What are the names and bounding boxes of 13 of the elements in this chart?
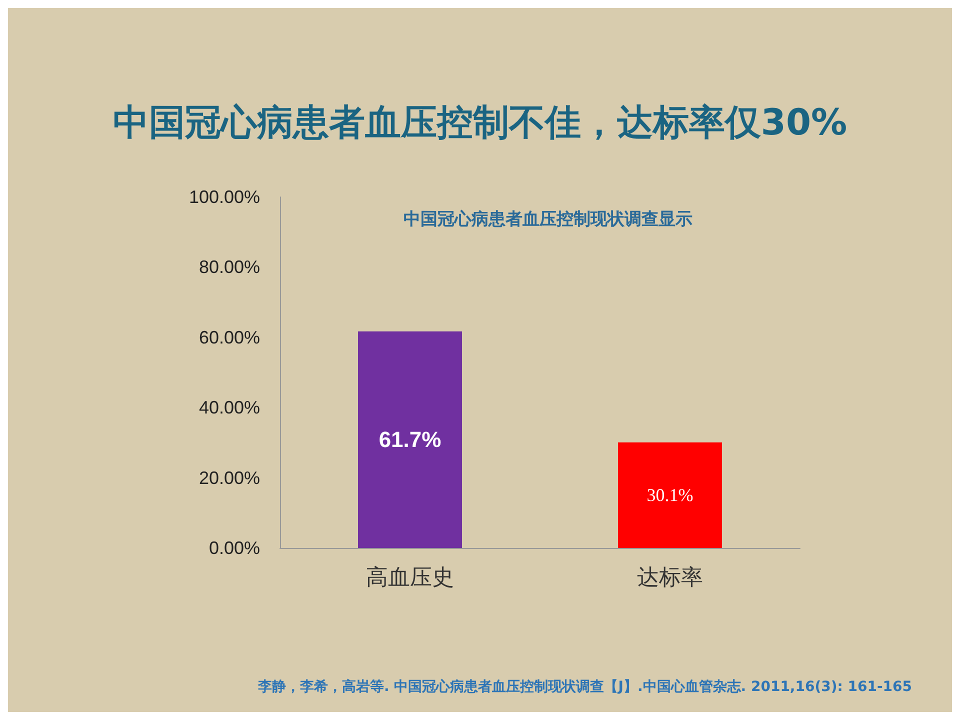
text: 中国冠心病患者血压控制现状调查显示 [404, 210, 692, 230]
y-tick-label: 80.00% [198, 257, 260, 278]
data-label: 30.1% [646, 485, 694, 506]
x-tick-label: 高血压史 [366, 564, 454, 590]
text: 李静，李希，高岩等. 中国冠心病患者血压控制现状调查【J】.中国心血管杂志. 2011,16(3): 161-165 [257, 678, 912, 695]
data-label: 61.7% [378, 427, 442, 452]
y-tick-label: 0.00% [208, 538, 260, 558]
y-tick-label: 20.00% [198, 468, 260, 488]
y-tick-label: 60.00% [198, 327, 260, 348]
x-tick-label: 达标率 [637, 564, 703, 590]
y-tick-label: 100.00% [188, 187, 260, 207]
chart-title: 中国冠心病患者血压控制不佳，达标率仅30% [112, 102, 848, 144]
y-tick-label: 40.00% [198, 398, 260, 418]
